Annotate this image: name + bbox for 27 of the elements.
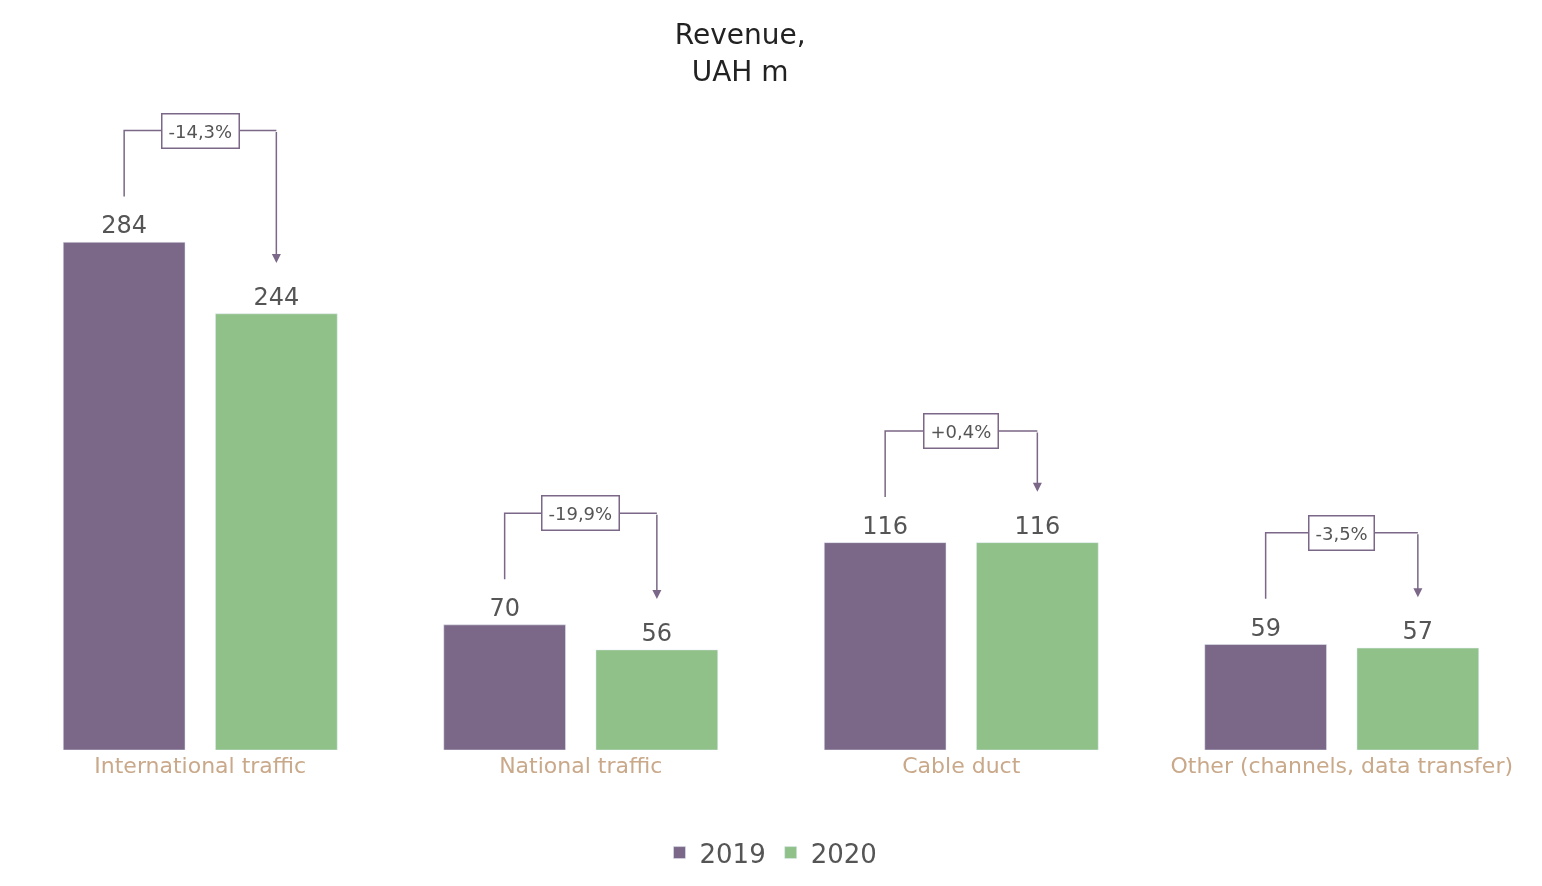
bar — [63, 242, 186, 750]
x-tick-label: Other (channels, data transfer) — [1170, 753, 1514, 778]
data-label: 57 — [1402, 617, 1434, 646]
data-label: 56 — [641, 618, 673, 647]
legend-label: 2020 — [810, 838, 877, 869]
data-label: 70 — [489, 593, 520, 622]
x-tick-label: National traffic — [499, 753, 663, 778]
bar — [443, 624, 566, 750]
legend-label: 2019 — [699, 838, 766, 869]
data-label: 116 — [1014, 511, 1061, 540]
annotation: -3,5% — [1315, 522, 1368, 544]
annotation: -19,9% — [548, 502, 613, 524]
bar — [1204, 644, 1327, 750]
data-label: 116 — [862, 511, 909, 540]
bar — [595, 649, 718, 750]
bar — [1356, 647, 1479, 750]
annotation: +0,4% — [930, 420, 992, 442]
data-label: 244 — [253, 282, 300, 311]
x-tick-label: International traffic — [94, 753, 307, 778]
data-label: 284 — [101, 211, 148, 240]
chart-title: Revenue, UAH m — [674, 18, 806, 88]
bar — [976, 542, 1099, 750]
bar — [824, 542, 947, 750]
text: -14,3% — [168, 120, 233, 142]
data-label: 59 — [1250, 613, 1281, 642]
x-tick-label: Cable duct — [902, 753, 1021, 778]
bar — [215, 313, 338, 750]
